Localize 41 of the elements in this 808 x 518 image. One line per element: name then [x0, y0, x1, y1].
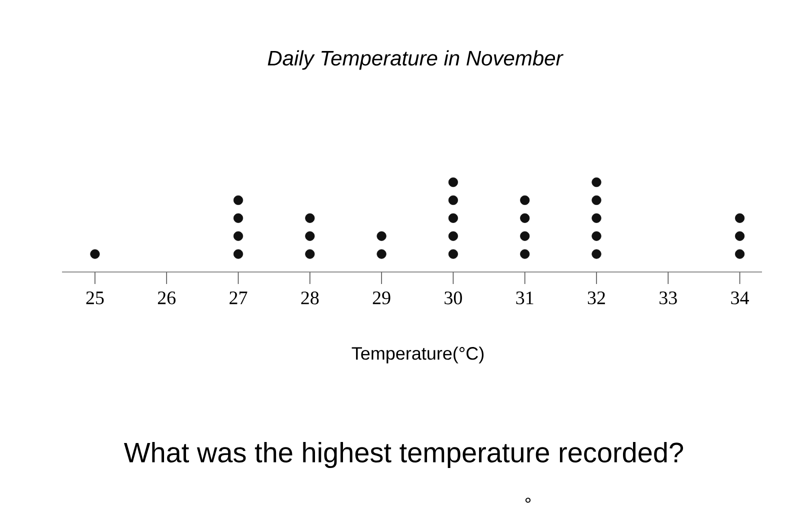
x-tick-label: 30 [444, 292, 462, 304]
x-tick-label: 31 [516, 292, 534, 304]
point [448, 195, 458, 205]
point [734, 231, 745, 241]
point [734, 213, 745, 223]
point [376, 249, 386, 259]
x-tick-label: 29 [372, 292, 390, 304]
x-tick-label: 32 [588, 292, 605, 304]
x-tick-label: 27 [230, 292, 248, 304]
point [592, 195, 602, 205]
text: What was the highest temperature recorded? [124, 442, 684, 468]
point [520, 249, 530, 259]
point [592, 177, 602, 188]
point [305, 213, 315, 223]
point [448, 249, 458, 259]
point [592, 231, 602, 241]
chart-title: Daily Temperature in November [268, 50, 564, 70]
x-tick-label: 33 [660, 292, 677, 304]
x-tick-label: 25 [86, 292, 104, 304]
point [592, 249, 602, 259]
point [520, 195, 530, 205]
point [520, 213, 530, 223]
point [305, 231, 315, 241]
x-tick-label: 26 [158, 292, 176, 304]
point [233, 249, 244, 259]
point [233, 195, 244, 205]
x-axis-title: Temperature(°C) [352, 346, 484, 364]
point [734, 249, 745, 259]
point [233, 231, 244, 241]
x-tick-label: 34 [731, 292, 749, 304]
text: ° [525, 498, 531, 503]
point [448, 231, 458, 241]
point [233, 213, 244, 223]
point [305, 249, 315, 259]
point [592, 213, 602, 223]
point [448, 213, 458, 223]
point [520, 231, 530, 241]
point [376, 231, 386, 241]
point [90, 249, 100, 259]
point [448, 177, 458, 188]
x-tick-label: 28 [301, 292, 319, 304]
